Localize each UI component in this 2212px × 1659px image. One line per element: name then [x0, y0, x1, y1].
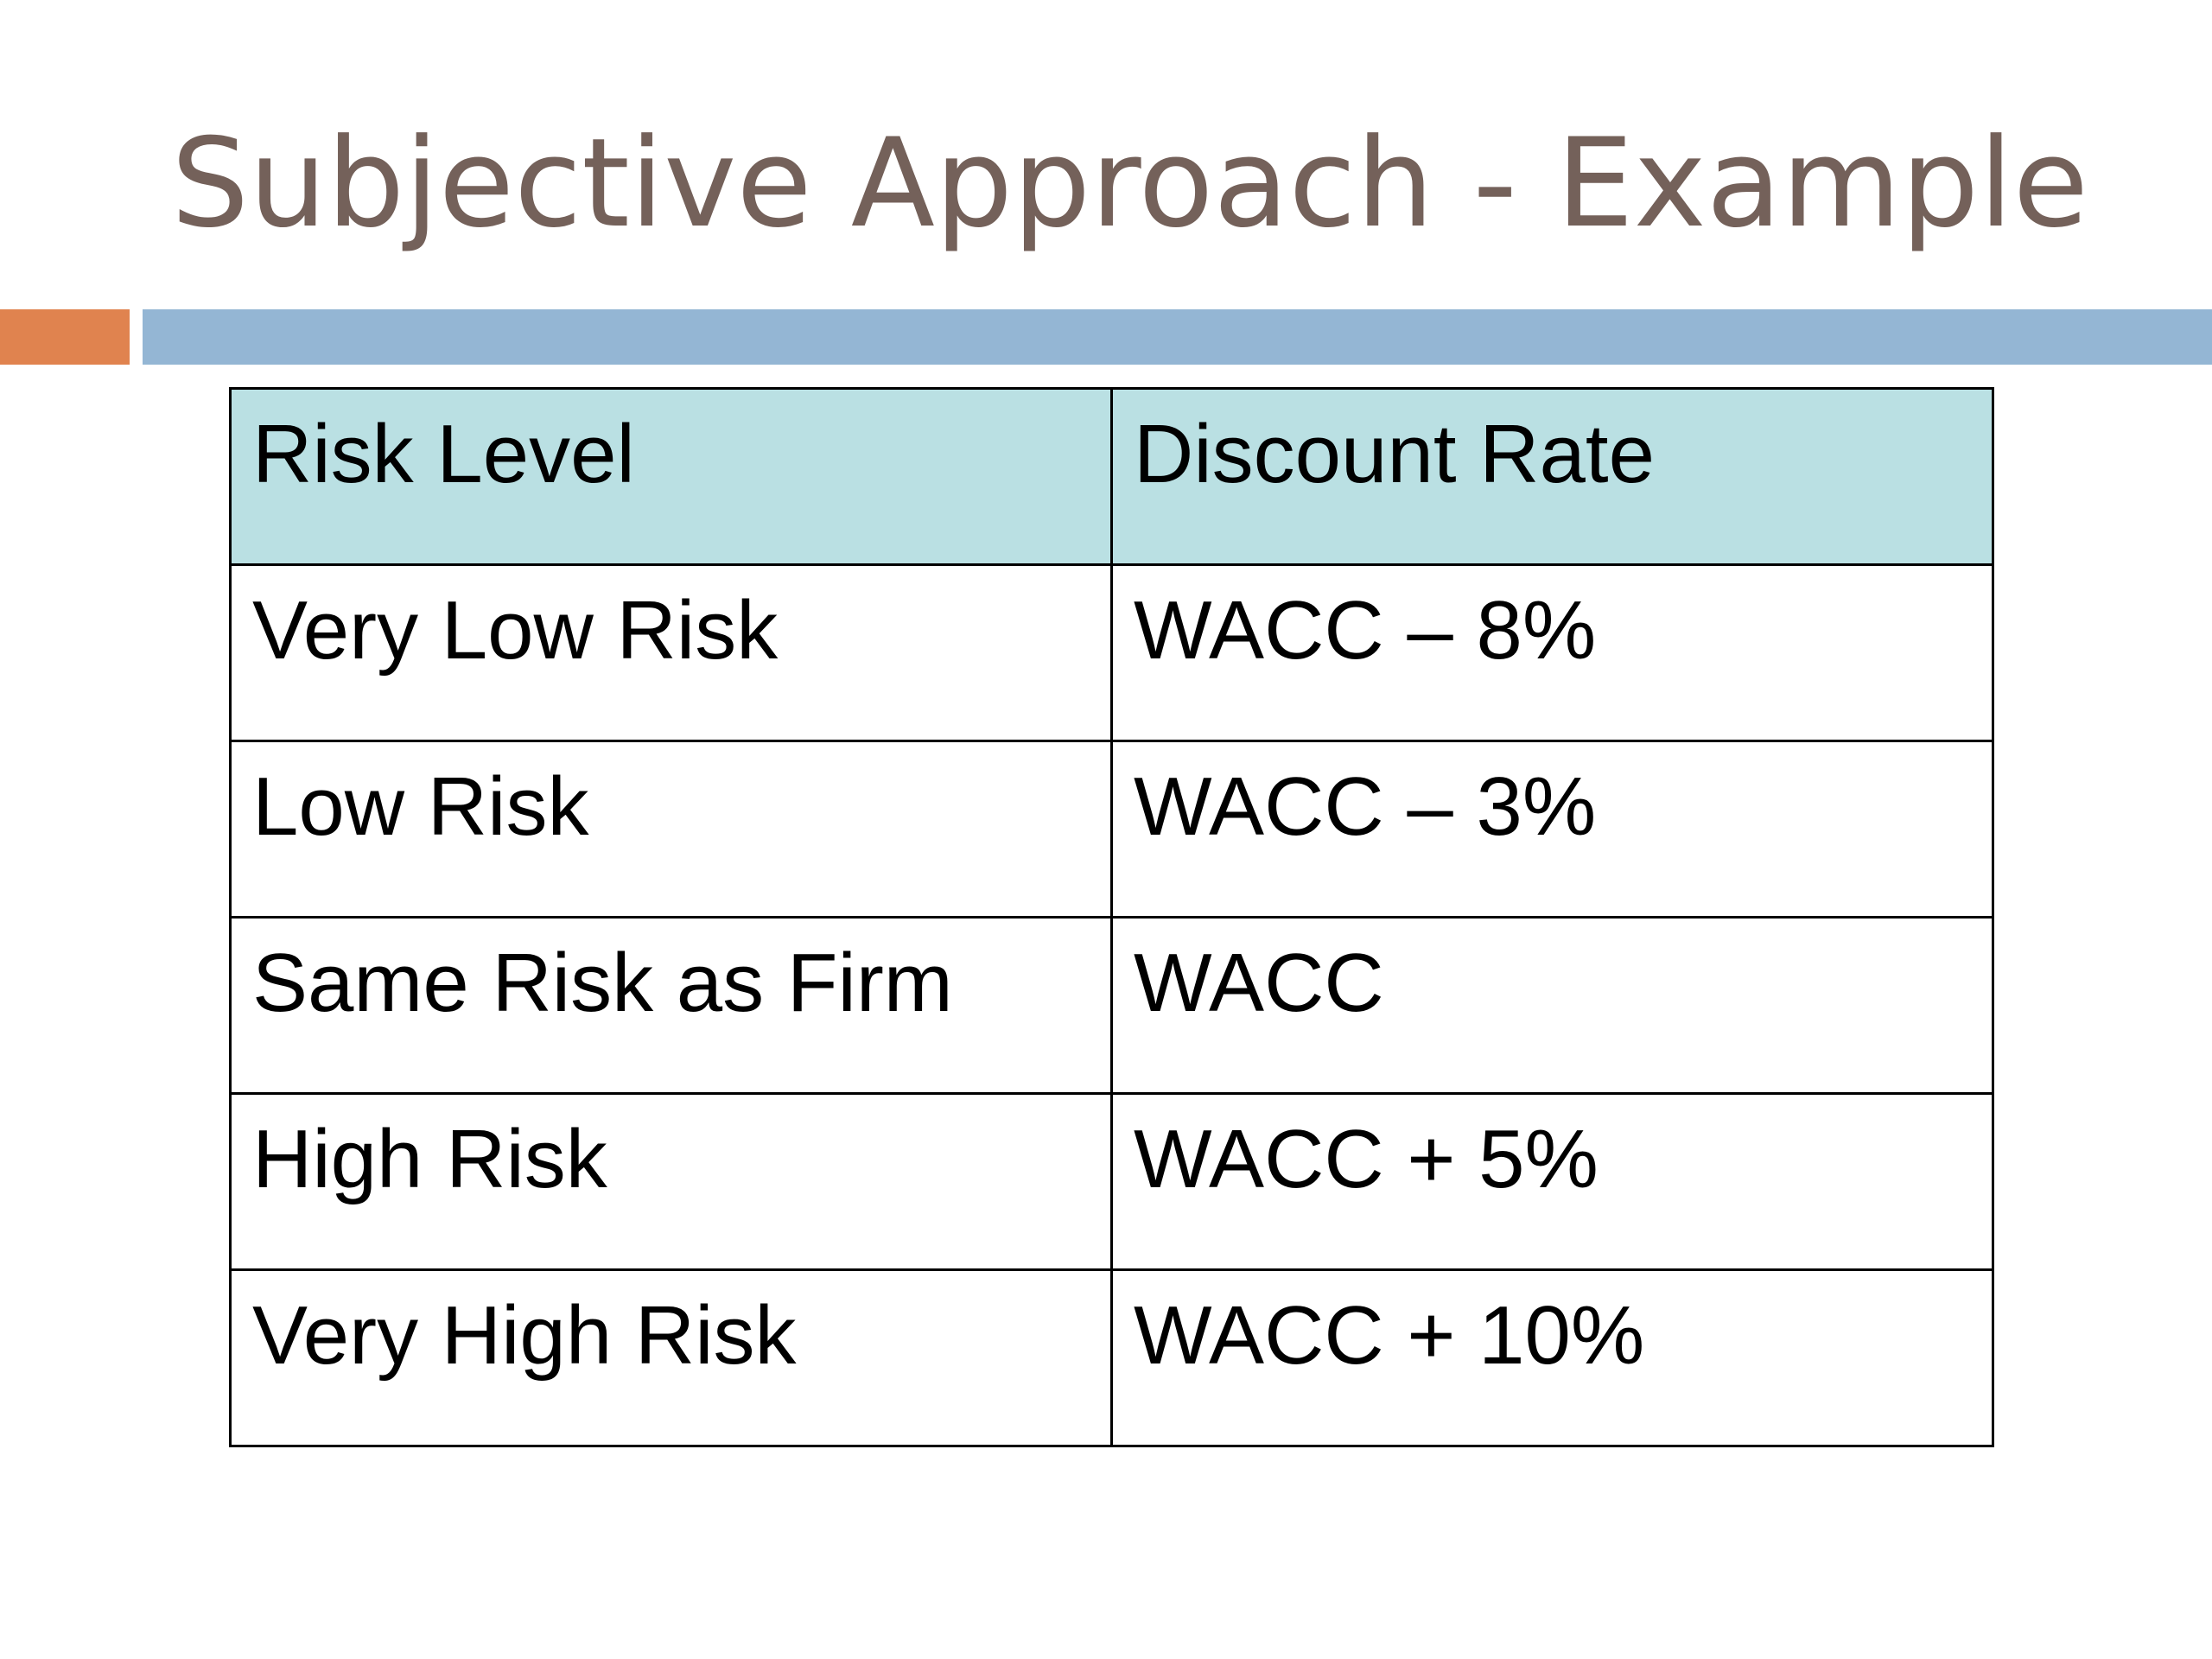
- discount-rate-cell: WACC – 3%: [1110, 740, 1994, 918]
- discount-rate-cell: WACC + 5%: [1110, 1092, 1994, 1271]
- header-risk-level: Risk Level: [229, 387, 1113, 566]
- risk-level-cell: Very Low Risk: [229, 563, 1113, 742]
- risk-level-cell: Very High Risk: [229, 1268, 1113, 1447]
- table-row: Very High Risk WACC + 10%: [229, 1268, 1994, 1447]
- table-row: Low Risk WACC – 3%: [229, 740, 1994, 918]
- risk-discount-table: Risk Level Discount Rate Very Low Risk W…: [229, 387, 1994, 1447]
- discount-rate-cell: WACC – 8%: [1110, 563, 1994, 742]
- discount-rate-cell: WACC + 10%: [1110, 1268, 1994, 1447]
- risk-level-cell: Low Risk: [229, 740, 1113, 918]
- risk-level-cell: Same Risk as Firm: [229, 916, 1113, 1095]
- table-row: Same Risk as Firm WACC: [229, 916, 1994, 1095]
- title-accent-bar-orange: [0, 309, 130, 365]
- header-discount-rate: Discount Rate: [1110, 387, 1994, 566]
- discount-rate-cell: WACC: [1110, 916, 1994, 1095]
- slide-title: Subjective Approach - Example: [171, 112, 2089, 255]
- title-accent-bar-blue: [143, 309, 2212, 365]
- risk-level-cell: High Risk: [229, 1092, 1113, 1271]
- table-header-row: Risk Level Discount Rate: [229, 387, 1994, 566]
- table-row: Very Low Risk WACC – 8%: [229, 563, 1994, 742]
- table-row: High Risk WACC + 5%: [229, 1092, 1994, 1271]
